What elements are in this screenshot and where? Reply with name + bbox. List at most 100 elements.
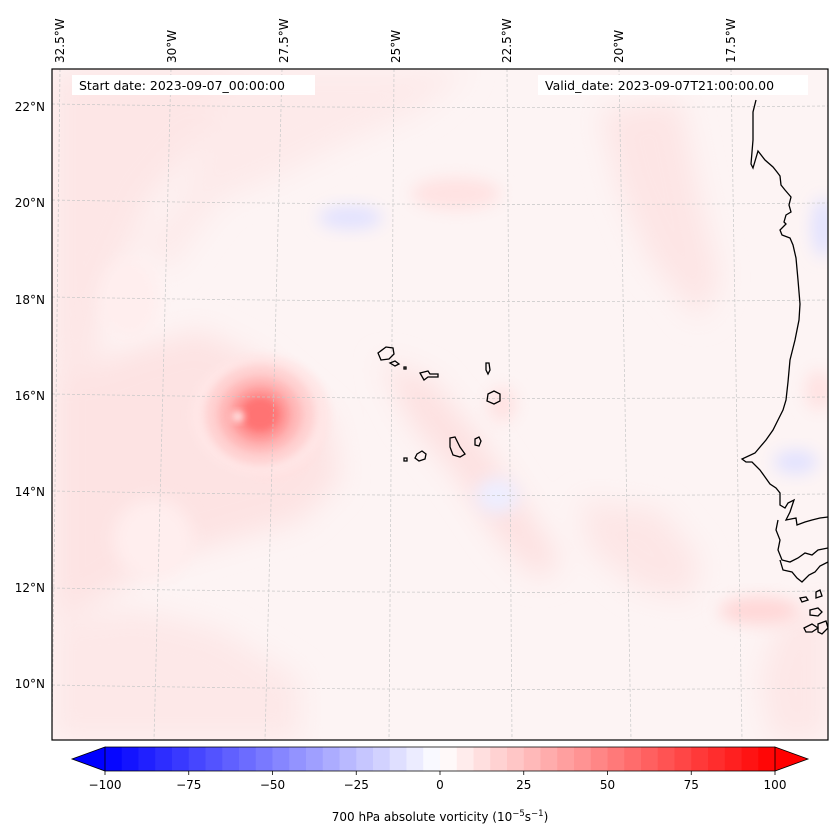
field-region [760,600,828,740]
vorticity-blob [113,498,194,579]
island-boa-vista [486,390,501,405]
longitude-tick-label: 32.5°W [53,18,67,63]
gridline-lat-12 [52,587,828,593]
island-fogo [414,450,427,462]
gridline-lat-10 [52,684,828,690]
colorbar-segment [373,747,391,771]
colorbar-tick-label: −50 [260,778,285,792]
island-santa-luzia [403,366,407,370]
field-region [600,100,720,320]
vorticity-blob [773,450,818,475]
gridline-lon-20 [618,69,632,740]
colorbar-tick-label: 100 [764,778,787,792]
longitude-tick-label: 22.5°W [500,18,514,63]
colorbar-segment [657,747,675,771]
colorbar-segment [724,747,742,771]
vorticity-blob [318,205,383,230]
island-santo-antao [377,346,395,361]
colorbar-segment [540,747,558,771]
colorbar-segment [574,747,592,771]
colorbar-segment [758,747,776,771]
longitude-tick-label: 25°W [389,30,403,63]
colorbar-segment [322,747,340,771]
latitude-tick-label: 16°N [15,389,45,403]
latitude-tick-label: 12°N [15,581,45,595]
colorbar-tick-label: 50 [600,778,615,792]
colorbar-segment [507,747,525,771]
colorbar-extend-min-triangle [70,746,106,772]
map-frame [51,68,829,741]
colorbar-segment [205,747,223,771]
colorbar-segment [691,747,709,771]
island-sal [485,362,491,376]
vorticity-blob [719,596,800,625]
west-africa-coastline[interactable] [740,99,828,635]
island-santiago [449,436,466,458]
colorbar-segment [708,747,726,771]
colorbar-segment [255,747,273,771]
gridline-lon-17-5 [730,69,743,740]
colorbar-tick-label: −100 [89,778,122,792]
vorticity-blob [811,197,828,258]
field-region [380,360,560,580]
gridline-lon-32-5 [52,69,61,740]
vorticity-blob [411,177,502,210]
longitude-tick-label: 17.5°W [724,18,738,63]
colorbar-segment [306,747,324,771]
latitude-labels: 22°N 20°N 18°N 16°N 14°N 12°N 10°N [15,100,45,691]
vorticity-blob [804,370,828,411]
island-sao-vicente [388,360,401,367]
island-sao-nicolau [419,370,439,381]
colorbar-segment [172,747,190,771]
cape-verde-islands[interactable] [377,346,501,462]
colorbar-segment [423,747,441,771]
colorbar-segment [607,747,625,771]
colorbar-segment [389,747,407,771]
gridlines [52,69,828,740]
colorbar-segment [356,747,374,771]
island-maio [474,436,482,447]
latitude-tick-label: 10°N [15,677,45,691]
colorbar-segment [339,747,357,771]
colorbar-segment [289,747,307,771]
longitude-tick-label: 20°W [612,30,626,63]
coastline-gambia-guinea [775,519,828,563]
colorbar-segment [523,747,541,771]
longitude-tick-label: 30°W [165,30,179,63]
valid-date-box: Valid_date: 2023-09-07T21:00:00.00 [538,75,808,95]
vorticity-blobs [100,177,828,625]
latitude-tick-label: 22°N [15,100,45,114]
colorbar-segment [456,747,474,771]
colorbar-segment [674,747,692,771]
latitude-tick-label: 14°N [15,485,45,499]
start-date-label: Start date: 2023-09-07_00:00:00 [79,78,285,93]
vortex-eye [232,411,245,422]
colorbar[interactable]: −100 −75 −50 −25 0 25 50 75 100 700 hPa absolute… [70,746,810,824]
colorbar-segment [557,747,575,771]
field-region [580,500,700,600]
gridline-lat-20 [52,199,828,205]
colorbar-segment [490,747,508,771]
vorticity-blob [487,386,516,423]
colorbar-tick-label: −75 [176,778,201,792]
gridline-lon-22-5 [506,69,513,740]
colorbar-ticks: −100 −75 −50 −25 0 25 50 75 100 [89,747,787,792]
map-plot-area[interactable]: Start date: 2023-09-07_00:00:00 Valid_da… [52,69,835,740]
gridline-lat-18 [52,296,828,302]
colorbar-tick-label: 75 [684,778,699,792]
colorbar-segment [239,747,257,771]
gridline-lat-22 [52,103,828,108]
coastline-mauritania-senegal [740,99,828,526]
latitude-tick-label: 18°N [15,293,45,307]
colorbar-segment [272,747,290,771]
longitude-tick-label: 27.5°W [277,18,291,63]
gridline-lon-27-5 [264,69,283,740]
field-region [140,69,470,270]
colorbar-segment [473,747,491,771]
colorbar-segment [406,747,424,771]
colorbar-tick-label: 0 [436,778,444,792]
gridline-lat-14 [52,490,828,496]
field-region [52,610,300,740]
colorbar-segment [188,747,206,771]
